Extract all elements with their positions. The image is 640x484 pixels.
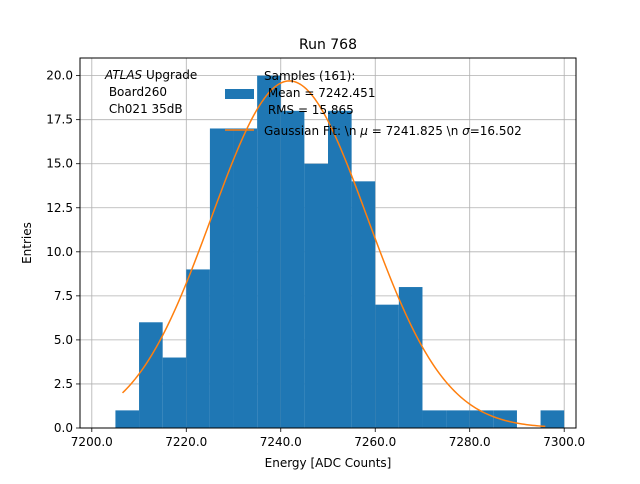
y-axis-label: Entries [20,222,34,264]
histogram-bar [398,287,423,428]
channel-label: Ch021 35dB [105,102,183,116]
run-annotation: ATLAS Upgrade Board260 Ch021 35dB [104,68,197,116]
y-tick-label: 17.5 [46,113,73,127]
histogram-bar [115,410,140,428]
histogram-bar [422,410,447,428]
atlas-upgrade-label: ATLAS Upgrade [104,68,197,82]
histogram-bar [375,304,399,428]
histogram-bar [328,110,352,428]
histogram-bar [351,181,376,428]
y-tick-label: 2.5 [54,377,73,391]
histogram-bar [209,128,234,428]
x-tick-label: 7220.0 [165,435,207,449]
y-tick-label: 15.0 [46,157,73,171]
legend: Samples (161): Mean = 7242.451 RMS = 15.… [225,69,522,138]
x-axis-label: Energy [ADC Counts] [265,456,392,470]
fit-label-sigma: σ [462,124,470,138]
legend-fit-label: Gaussian Fit: \n μ = 7241.825 \n σ=16.50… [264,124,522,138]
histogram-bar [540,410,565,428]
histogram-bar [257,75,281,428]
histogram-bar [280,110,305,428]
legend-hist-swatch [225,89,254,99]
chart-title: Run 768 [299,37,357,53]
atlas-italic: ATLAS [104,68,143,82]
histogram-bar [446,410,470,428]
x-axis-ticks: 7200.0 7220.0 7240.0 7260.0 7280.0 7300.0 [71,428,585,449]
fit-label-suffix: =16.502 [470,124,522,138]
x-tick-label: 7260.0 [354,435,396,449]
histogram-bar [186,269,210,428]
plot-frame [79,57,577,429]
histogram-bar [162,357,187,428]
fit-label-mu: μ [359,124,368,138]
legend-hist-label-line-3: RMS = 15.865 [264,103,354,117]
x-tick-label: 7200.0 [71,435,113,449]
histogram-bar [233,128,258,428]
fit-label-prefix: Gaussian Fit: \n [264,124,360,138]
y-axis-ticks: 0.0 2.5 5.0 7.5 10.0 12.5 15.0 17.5 20.0 [46,69,80,435]
histogram-bar [493,410,517,428]
histogram-bar [304,163,328,428]
board-label: Board260 [105,85,167,99]
histogram-bars [115,75,565,428]
y-tick-label: 10.0 [46,245,73,259]
y-tick-label: 5.0 [54,333,73,347]
histogram-bar [139,322,163,428]
x-tick-label: 7280.0 [449,435,491,449]
x-tick-label: 7240.0 [260,435,302,449]
y-tick-label: 12.5 [46,201,73,215]
legend-hist-label-line-2: Mean = 7242.451 [264,86,375,100]
x-tick-label: 7300.0 [543,435,585,449]
fit-label-mid: = 7241.825 \n [368,124,462,138]
gaussian-fit-curve [121,80,546,428]
y-tick-label: 7.5 [54,289,73,303]
histogram-bar [469,410,494,428]
upgrade-text: Upgrade [142,68,197,82]
legend-hist-label-line-1: Samples (161): [264,69,355,83]
y-tick-label: 20.0 [46,69,73,83]
y-tick-label: 0.0 [54,421,73,435]
